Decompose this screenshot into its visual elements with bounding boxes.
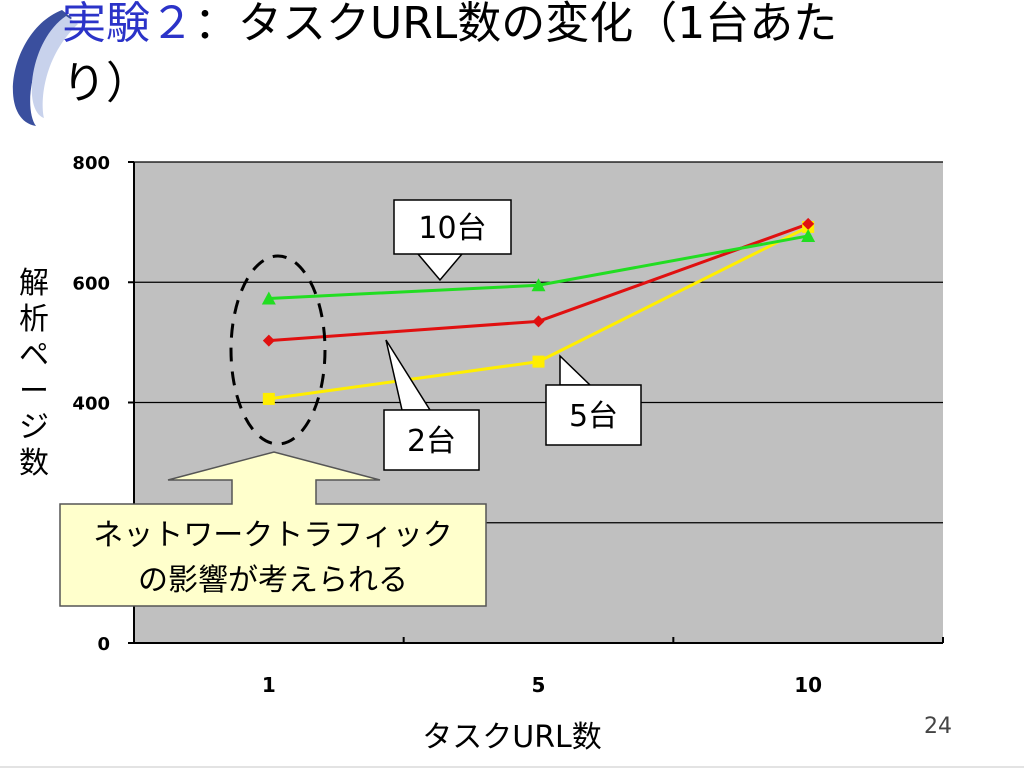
callout-10-units-label: 10台 [418,211,486,246]
y-axis-label-char: 解 [19,266,49,301]
data-point-marker [801,228,816,242]
bottom-divider [0,766,1024,768]
x-axis-label-text: タスクURL数 [422,720,602,755]
network-note-box [59,451,487,607]
y-tick-label: 800 [72,153,110,174]
y-tick-label: 0 [97,634,110,655]
callout-5-units: 5台 [545,354,642,446]
y-tick-label: 400 [72,394,110,415]
data-point-marker [262,392,275,405]
x-axis-label: タスクURL数 [0,712,1024,756]
data-point-marker [532,315,545,328]
callout-2-units-label: 2台 [407,424,456,459]
x-tick-label: 10 [794,673,822,697]
network-note-text: ネットワークトラフィック [93,518,452,553]
callout-5-units-label: 5台 [569,399,618,434]
x-tick-label: 1 [262,673,276,697]
x-tick-label: 5 [532,673,546,697]
slide-title-rest: ：タスクURL数の変化（1台あた [194,0,838,49]
y-axis-label-char: 数 [19,446,49,481]
data-point-marker [802,217,815,230]
data-point-marker [261,291,276,305]
callout-2-units: 2台 [383,339,480,471]
logo-swoosh-light [31,16,78,118]
decorative-logo [12,10,78,126]
callout-10-units: 10台 [393,199,512,282]
slide-title: 実験２：タスクURL数の変化（1台あた り） [62,0,962,114]
logo-swoosh-dark [12,10,72,126]
data-point-marker [262,334,275,347]
y-axis-label-char: 析 [19,302,49,337]
y-axis-label: 解析ページ数 [14,266,54,482]
y-axis-label-char: ペ [19,338,49,373]
slide-title-accent: 実験２ [62,0,194,49]
page-number: 24 [924,714,952,739]
data-point-marker [531,278,546,292]
y-tick-label: 600 [72,273,110,294]
highlight-ellipse [229,254,327,446]
slide-title-line2: り） [62,58,150,109]
network-note-text: の影響が考えられる [138,563,408,598]
y-axis-label-char: ジ [19,410,49,445]
y-axis-label-char: ー [19,374,49,409]
callout-10-units-box [393,199,512,255]
callout-2-units-box [383,409,480,471]
callout-5-units-box [545,384,642,446]
data-point-marker [532,355,545,368]
